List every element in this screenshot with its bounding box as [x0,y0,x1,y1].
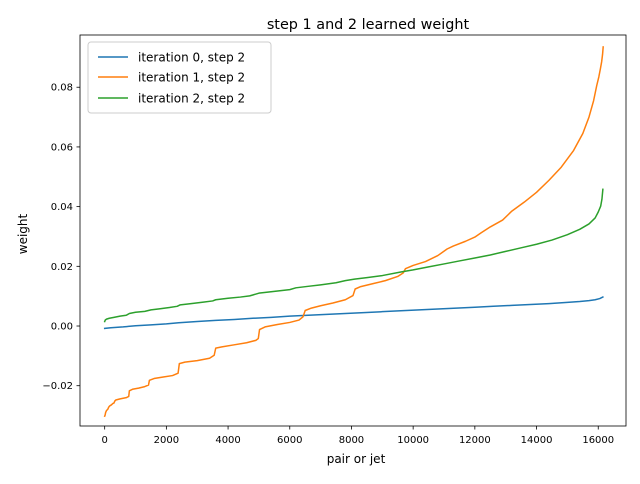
x-axis-label: pair or jet [327,452,386,466]
x-tick-label: 14000 [521,435,553,446]
y-tick-label: 0.06 [51,142,73,153]
y-tick-label: 0.00 [51,322,73,333]
legend-label-iteration-0: iteration 0, step 2 [138,51,245,65]
y-tick-label: 0.02 [51,262,73,273]
x-tick-label: 0 [101,435,107,446]
legend-entry-iteration-0: iteration 0, step 2 [98,51,245,65]
y-tick-label: 0.08 [51,83,73,94]
axes-layer: 0 2000 4000 6000 8000 10000 12000 14000 16000 −0.… [42,34,627,446]
x-tick-label: 2000 [154,435,179,446]
legend: iteration 0, step 2 iteration 1, step 2 … [87,41,272,114]
x-tick-label: 10000 [397,435,429,446]
x-tick-label: 16000 [582,435,614,446]
legend-entry-iteration-1: iteration 1, step 2 [98,71,245,85]
y-tick-label: 0.04 [51,202,73,213]
legend-label-iteration-1: iteration 1, step 2 [138,71,245,85]
series-line-iteration-0 [103,296,604,330]
legend-frame [87,41,272,114]
series-layer [103,46,604,418]
x-tick-label: 8000 [339,435,364,446]
legend-label-iteration-2: iteration 2, step 2 [138,92,245,106]
x-tick-label: 6000 [277,435,302,446]
series-line-iteration-1 [103,46,604,418]
plot-frame [79,34,627,427]
chart-title: step 1 and 2 learned weight [267,17,470,33]
y-axis-label: weight [16,213,30,254]
x-tick-label: 12000 [459,435,491,446]
legend-entry-iteration-2: iteration 2, step 2 [98,92,245,106]
y-tick-label: −0.02 [42,381,73,392]
series-line-iteration-2 [103,188,604,323]
x-tick-label: 4000 [215,435,240,446]
